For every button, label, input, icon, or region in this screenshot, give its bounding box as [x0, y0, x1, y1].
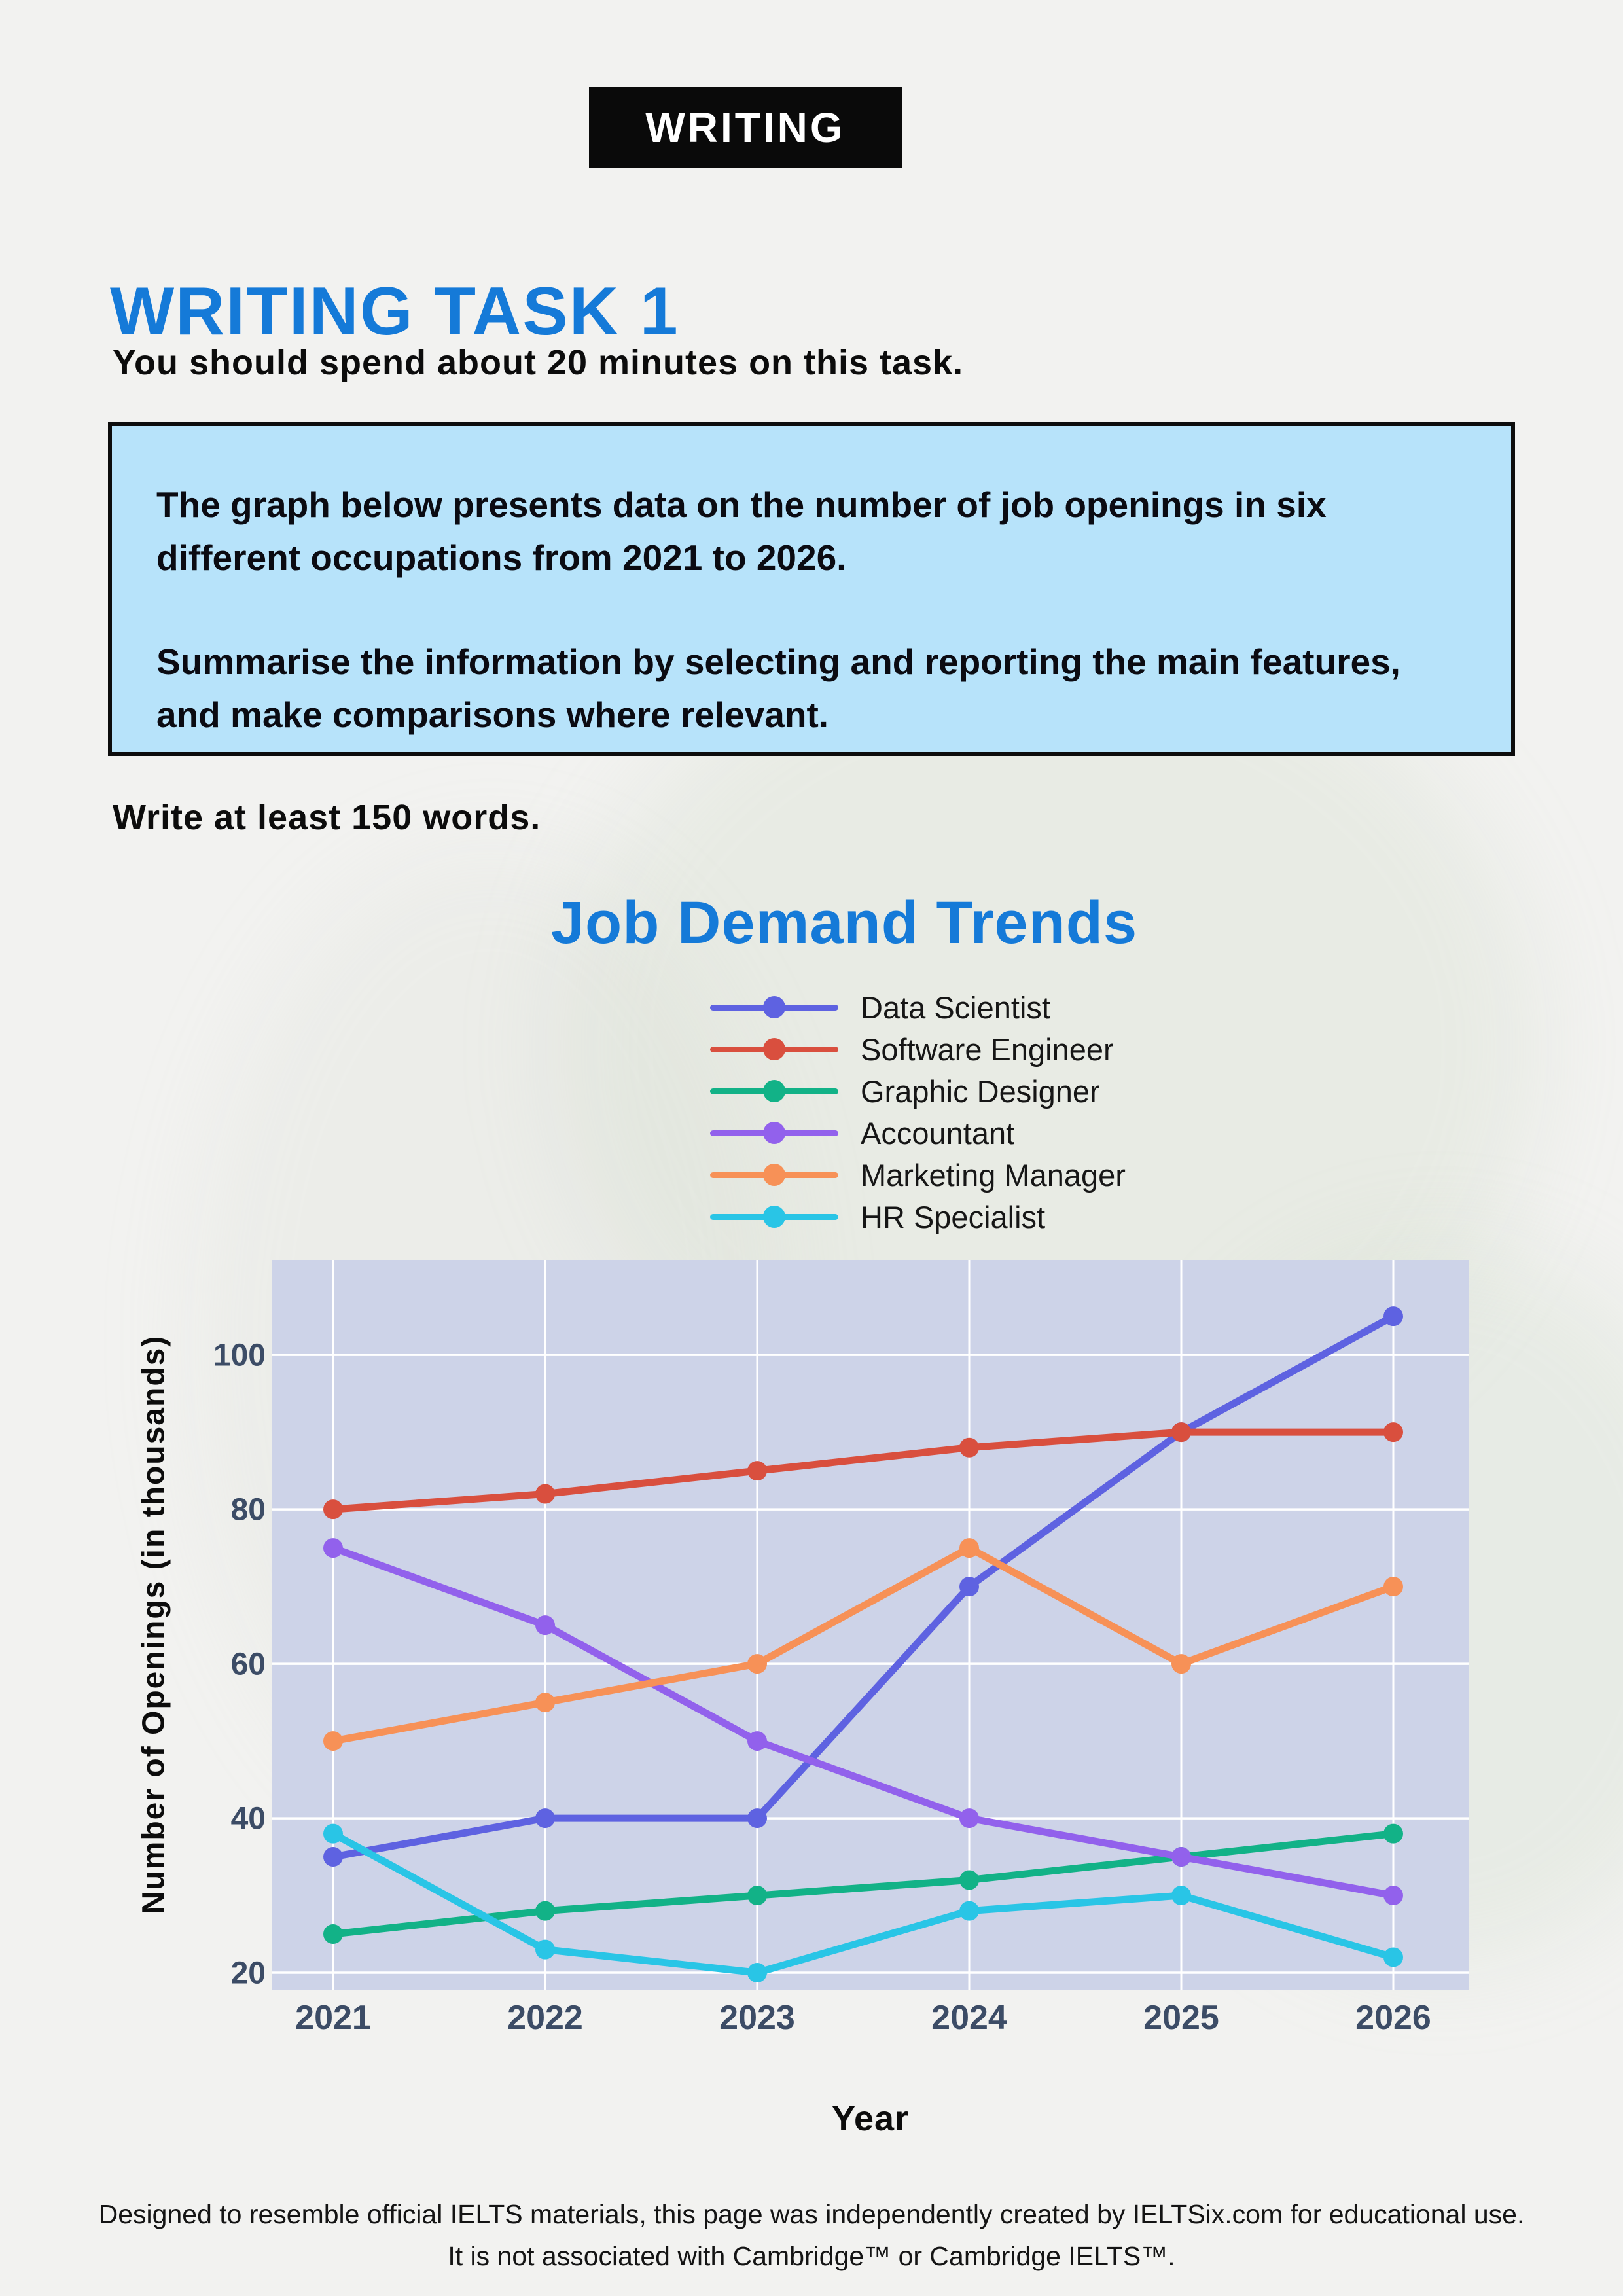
- data-point-graphic-designer-2021: [323, 1924, 343, 1945]
- series-line-hr-specialist: [329, 1830, 1397, 1977]
- chart-legend: Data Scientist Software Engineer Graphic D…: [710, 986, 1126, 1238]
- legend-label: Accountant: [861, 1115, 1015, 1151]
- data-point-marketing-manager-2021: [323, 1731, 343, 1751]
- writing-section-banner-label: WRITING: [645, 104, 846, 151]
- data-point-graphic-designer-2022: [535, 1901, 555, 1921]
- data-point-accountant-2022: [535, 1615, 555, 1636]
- footer-disclaimer-line-2: It is not associated with Cambridge™ or …: [448, 2240, 1175, 2271]
- task-prompt-box: The graph below presents data on the num…: [108, 422, 1515, 756]
- legend-dot-marker: [763, 996, 785, 1018]
- data-point-marketing-manager-2024: [959, 1538, 979, 1558]
- data-point-data-scientist-2023: [747, 1808, 767, 1829]
- data-point-hr-specialist-2021: [323, 1823, 343, 1844]
- data-point-hr-specialist-2025: [1171, 1886, 1191, 1906]
- data-point-data-scientist-2024: [959, 1577, 979, 1597]
- page-title: WRITING TASK 1: [110, 273, 679, 350]
- data-point-graphic-designer-2024: [959, 1870, 979, 1890]
- legend-item-graphic-designer: Graphic Designer: [710, 1070, 1126, 1112]
- data-point-marketing-manager-2022: [535, 1693, 555, 1713]
- series-line-graphic-designer: [329, 1830, 1397, 1938]
- y-tick-label: 60: [231, 1647, 266, 1681]
- data-point-marketing-manager-2026: [1383, 1577, 1403, 1597]
- data-point-graphic-designer-2026: [1383, 1823, 1403, 1844]
- task-prompt-paragraph-2: Summarise the information by selecting a…: [156, 641, 1400, 735]
- series-line-marketing-manager: [329, 1544, 1397, 1745]
- data-point-software-engineer-2022: [535, 1484, 555, 1504]
- legend-item-hr-specialist: HR Specialist: [710, 1196, 1126, 1238]
- data-point-accountant-2023: [747, 1731, 767, 1751]
- series-line-accountant: [329, 1544, 1397, 1899]
- legend-dot-marker: [763, 1080, 785, 1102]
- data-point-software-engineer-2023: [747, 1461, 767, 1481]
- legend-line-marker: [710, 1206, 838, 1228]
- x-axis-label: Year: [831, 2099, 910, 2138]
- data-point-graphic-designer-2023: [747, 1886, 767, 1906]
- time-instruction: You should spend about 20 minutes on thi…: [113, 343, 964, 382]
- legend-item-marketing-manager: Marketing Manager: [710, 1154, 1126, 1196]
- x-tick-label: 2024: [931, 1999, 1007, 2037]
- data-point-accountant-2026: [1383, 1886, 1403, 1906]
- y-tick-label: 40: [231, 1801, 266, 1836]
- x-tick-label: 2021: [295, 1999, 371, 2037]
- legend-dot-marker: [763, 1038, 785, 1060]
- legend-label: Marketing Manager: [861, 1157, 1126, 1193]
- data-point-marketing-manager-2023: [747, 1654, 767, 1674]
- legend-dot-marker: [763, 1206, 785, 1228]
- y-axis-label: Number of Openings (in thousands): [136, 1335, 171, 1914]
- legend-item-accountant: Accountant: [710, 1112, 1126, 1154]
- y-tick-label: 80: [231, 1492, 266, 1527]
- data-point-hr-specialist-2024: [959, 1901, 979, 1921]
- data-point-hr-specialist-2026: [1383, 1947, 1403, 1967]
- trend-chart-svg: 20 40 60 80 100 2021 2022 2023 2024 2025 2026: [213, 1260, 1469, 2037]
- data-point-data-scientist-2021: [323, 1847, 343, 1867]
- legend-line-marker: [710, 1122, 838, 1144]
- data-point-software-engineer-2026: [1383, 1422, 1403, 1443]
- data-point-software-engineer-2021: [323, 1499, 343, 1520]
- data-point-accountant-2021: [323, 1538, 343, 1558]
- x-tick-label: 2025: [1143, 1999, 1219, 2037]
- legend-item-data-scientist: Data Scientist: [710, 986, 1126, 1028]
- legend-item-software-engineer: Software Engineer: [710, 1028, 1126, 1070]
- data-point-marketing-manager-2025: [1171, 1654, 1191, 1674]
- y-tick-label: 20: [231, 1956, 266, 1990]
- x-tick-label: 2022: [507, 1999, 583, 2037]
- data-point-hr-specialist-2022: [535, 1939, 555, 1960]
- chart-title: Job Demand Trends: [550, 889, 1138, 956]
- legend-label: Graphic Designer: [861, 1073, 1100, 1109]
- series-line-data-scientist: [329, 1312, 1397, 1861]
- legend-line-marker: [710, 1038, 838, 1060]
- data-point-accountant-2024: [959, 1808, 979, 1829]
- footer-disclaimer: Designed to resemble official IELTS mate…: [0, 2194, 1623, 2277]
- x-tick-label: 2026: [1355, 1999, 1431, 2037]
- footer-disclaimer-line-1: Designed to resemble official IELTS mate…: [98, 2199, 1525, 2229]
- legend-line-marker: [710, 1164, 838, 1186]
- data-point-software-engineer-2024: [959, 1437, 979, 1458]
- data-point-data-scientist-2022: [535, 1808, 555, 1829]
- word-count-instruction: Write at least 150 words.: [113, 798, 541, 837]
- task-prompt-paragraph-1: The graph below presents data on the num…: [156, 484, 1327, 578]
- legend-label: Software Engineer: [861, 1031, 1114, 1067]
- x-tick-label: 2023: [719, 1999, 795, 2037]
- data-point-accountant-2025: [1171, 1847, 1191, 1867]
- legend-dot-marker: [763, 1122, 785, 1144]
- y-tick-label: 100: [213, 1338, 266, 1372]
- legend-label: Data Scientist: [861, 990, 1050, 1025]
- data-point-hr-specialist-2023: [747, 1963, 767, 1983]
- legend-label: HR Specialist: [861, 1199, 1046, 1234]
- writing-section-banner: WRITING: [589, 87, 902, 168]
- legend-line-marker: [710, 1080, 838, 1102]
- legend-line-marker: [710, 996, 838, 1018]
- data-point-data-scientist-2026: [1383, 1306, 1403, 1327]
- data-point-software-engineer-2025: [1171, 1422, 1191, 1443]
- legend-dot-marker: [763, 1164, 785, 1186]
- series-line-software-engineer: [329, 1428, 1397, 1513]
